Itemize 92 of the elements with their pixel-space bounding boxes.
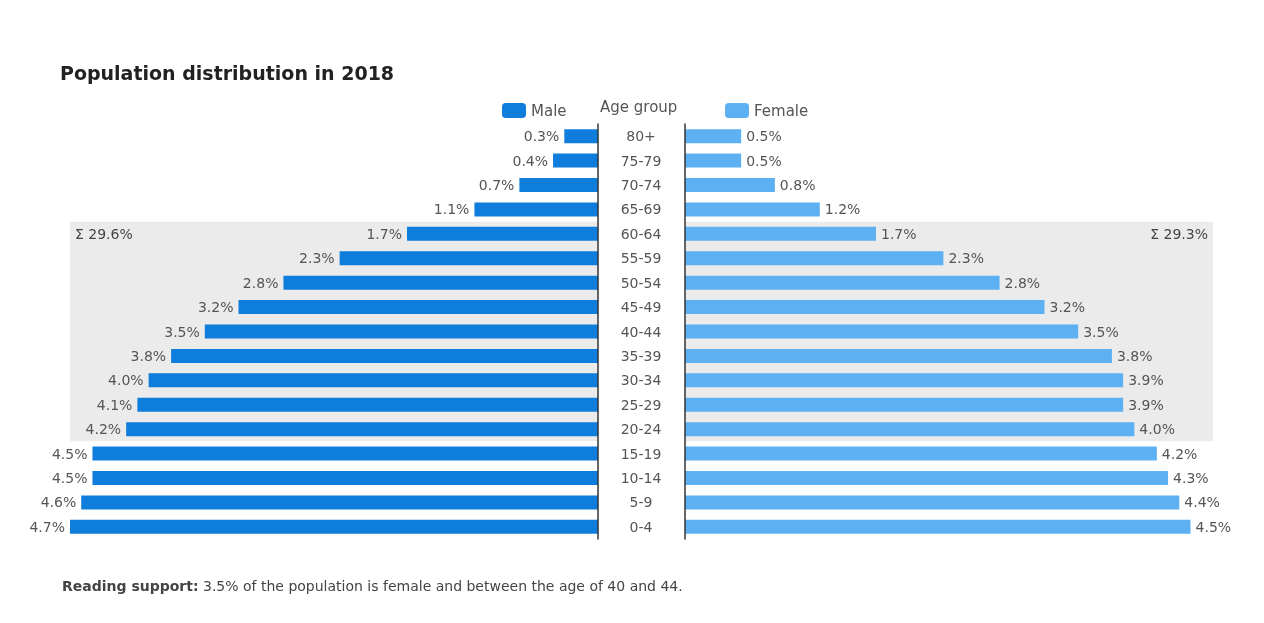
bar — [685, 470, 1169, 485]
bar — [685, 519, 1191, 534]
bar — [685, 129, 742, 144]
data-label: 3.9% — [1128, 372, 1164, 389]
data-label: 1.2% — [824, 201, 861, 218]
bar — [685, 202, 820, 217]
data-label: 0.5% — [746, 128, 782, 145]
bar — [283, 275, 598, 290]
bar — [126, 422, 598, 437]
bar — [81, 495, 598, 510]
bar — [92, 470, 598, 485]
data-label: 4.4% — [1184, 494, 1220, 511]
y-tick-label: 70-74 — [620, 177, 662, 194]
data-label: 4.2% — [85, 421, 122, 438]
text: Reading support: 3.5% of the population is female and between the age of 40 and 44. — [62, 578, 683, 594]
bar — [685, 251, 944, 266]
band-label: Σ 29.6% — [75, 225, 133, 242]
y-tick-label: 20-24 — [620, 421, 662, 438]
data-label: 1.7% — [366, 225, 403, 242]
data-label: 3.5% — [1083, 323, 1119, 340]
bar — [137, 397, 598, 412]
data-label: 3.2% — [1049, 299, 1086, 316]
bar — [238, 300, 598, 315]
bar — [685, 324, 1079, 339]
data-label: 2.3% — [299, 250, 335, 267]
bar — [685, 373, 1124, 388]
data-label: 2.8% — [242, 274, 279, 291]
bar — [685, 153, 742, 168]
data-label: 4.5% — [51, 445, 88, 462]
data-label: 4.2% — [1161, 445, 1198, 462]
y-tick-label: 5-9 — [629, 494, 653, 511]
bar — [685, 275, 1000, 290]
bar — [685, 397, 1124, 412]
legend-label: Male — [531, 101, 567, 120]
data-label: 4.0% — [1139, 421, 1175, 438]
bar — [685, 446, 1157, 461]
bar — [339, 251, 598, 266]
y-tick-label: 55-59 — [620, 250, 662, 267]
y-tick-label: 35-39 — [620, 347, 662, 364]
bar — [474, 202, 598, 217]
data-label: 3.2% — [197, 299, 234, 316]
y-tick-label: 65-69 — [620, 201, 662, 218]
bar — [685, 422, 1135, 437]
y-tick-label: 25-29 — [620, 396, 662, 413]
data-label: 1.7% — [880, 225, 917, 242]
data-label: 3.8% — [130, 347, 167, 364]
bar — [148, 373, 598, 388]
bar — [171, 348, 598, 363]
data-label: 3.5% — [164, 323, 200, 340]
y-tick-label: 60-64 — [620, 225, 662, 242]
bar — [92, 446, 598, 461]
data-label: 3.8% — [1116, 347, 1153, 364]
data-label: 2.3% — [948, 250, 984, 267]
legend-label: Female — [754, 101, 809, 120]
bar — [685, 178, 775, 193]
chart-title: Population distribution in 2018 — [60, 61, 395, 84]
bar — [407, 226, 598, 241]
data-label: 0.7% — [478, 177, 515, 194]
y-tick-label: 50-54 — [620, 274, 662, 291]
bar — [685, 226, 876, 241]
data-label: 2.8% — [1004, 274, 1041, 291]
bar — [70, 519, 598, 534]
data-label: 1.1% — [433, 201, 470, 218]
y-tick-label: 10-14 — [620, 469, 662, 486]
data-label: 3.9% — [1128, 396, 1164, 413]
bar — [553, 153, 598, 168]
data-label: 4.6% — [40, 494, 77, 511]
bar — [685, 495, 1180, 510]
data-label: 4.5% — [1195, 518, 1232, 535]
band-label: Σ 29.3% — [1150, 225, 1208, 242]
bar — [204, 324, 598, 339]
y-tick-label: 15-19 — [620, 445, 662, 462]
y-tick-label: 0-4 — [629, 518, 653, 535]
data-label: 4.0% — [108, 372, 144, 389]
y-tick-label: 40-44 — [620, 323, 662, 340]
y-tick-label: 75-79 — [620, 152, 662, 169]
y-axis-title: Age group — [600, 97, 678, 116]
data-label: 4.3% — [1173, 469, 1209, 486]
data-label: 0.5% — [746, 152, 782, 169]
bar — [564, 129, 598, 144]
data-label: 4.7% — [29, 518, 65, 535]
data-label: 0.3% — [523, 128, 560, 145]
data-label: 4.1% — [96, 396, 133, 413]
y-tick-label: 30-34 — [620, 372, 662, 389]
data-label: 0.4% — [512, 152, 549, 169]
bar — [685, 348, 1112, 363]
bar — [685, 300, 1045, 315]
bar — [519, 178, 598, 193]
y-tick-label: 45-49 — [620, 299, 662, 316]
y-tick-label: 80+ — [626, 128, 656, 145]
data-label: 4.5% — [51, 469, 88, 486]
data-label: 0.8% — [779, 177, 816, 194]
